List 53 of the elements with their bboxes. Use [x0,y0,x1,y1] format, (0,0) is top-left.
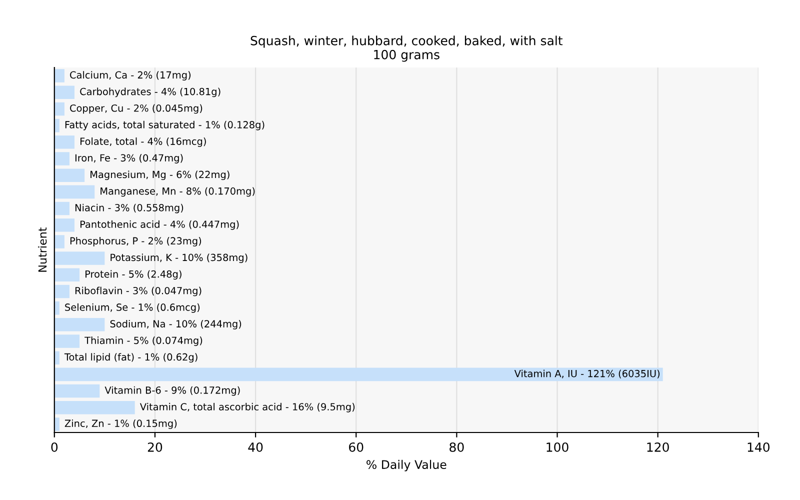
y-tick-label: Fatty acids, total saturated - 1% (0.128g) [65,120,264,130]
x-tick-label: 100 [546,442,568,452]
y-tick-label: Folate, total - 4% (16mcg) [80,137,206,147]
y-tick-label: Copper, Cu - 2% (0.045mg) [70,104,202,114]
bar [54,351,60,364]
x-tick-label: 40 [248,442,263,452]
y-tick-label: Pantothenic acid - 4% (0.447mg) [80,220,239,230]
bar [54,400,135,414]
bar [54,69,64,82]
y-tick-label: Iron, Fe - 3% (0.47mg) [75,154,183,164]
bar [54,218,75,232]
chart-title: Squash, winter, hubbard, cooked, baked, with salt 100 grams [250,36,563,62]
y-tick-label: Zinc, Zn - 1% (0.15mg) [64,420,177,429]
x-tick-label: 0 [51,442,58,452]
bar [54,202,70,216]
bar [54,136,75,149]
bar [54,334,80,348]
y-tick-label: Selenium, Se - 1% (0.6mcg) [65,303,200,313]
y-tick-label: Vitamin C, total ascorbic acid - 16% (9.5mg) [140,402,355,412]
y-tick-label: Total lipid (fat) - 1% (0.62g) [64,353,198,363]
y-tick-label: Riboflavin - 3% (0.047mg) [75,286,202,296]
bar [54,368,663,382]
bar [54,418,60,431]
y-tick-label: Phosphorus, P - 2% (23mg) [70,237,202,246]
x-tick-label: 120 [647,442,669,452]
y-tick-label: Vitamin B-6 - 9% (0.172mg) [104,386,240,396]
y-tick-label: Thiamin - 5% (0.074mg) [84,336,202,346]
y-tick-label: Vitamin A, IU - 121% (6035IU) [514,370,660,378]
y-tick-label: Potassium, K - 10% (358mg) [110,254,248,263]
x-axis-title: % Daily Value [366,460,446,472]
bar [54,268,80,282]
y-tick-label: Protein - 5% (2.48g) [86,270,182,280]
x-tick-label: 140 [748,442,770,452]
y-tick-label: Niacin - 3% (0.558mg) [75,204,184,214]
y-tick-label: Manganese, Mn - 8% (0.170mg) [100,187,255,197]
bar [54,284,70,298]
x-tick-label: 60 [349,442,364,452]
bar [54,235,64,248]
x-tick-label: 20 [148,442,162,452]
y-tick-label: Calcium, Ca - 2% (17mg) [70,71,191,80]
bar [54,384,100,398]
bar [54,168,85,182]
y-tick-label: Magnesium, Mg - 6% (22mg) [90,170,230,180]
bar [54,185,95,199]
bar [54,86,75,100]
y-tick-label: Sodium, Na - 10% (244mg) [110,320,242,330]
bar [54,318,105,332]
bar [54,252,105,265]
bar [54,152,70,166]
y-tick-label: Carbohydrates - 4% (10.81g) [80,88,220,98]
x-tick-label: 80 [450,442,464,452]
bar [54,102,64,116]
y-axis-title: Nutrient [38,227,47,272]
